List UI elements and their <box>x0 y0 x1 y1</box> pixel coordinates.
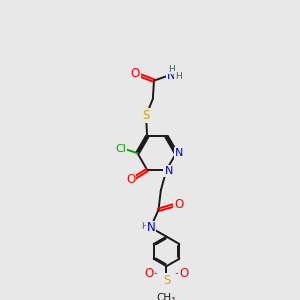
Text: S: S <box>142 110 150 122</box>
Text: O: O <box>126 172 135 185</box>
Text: CH₃: CH₃ <box>157 293 176 300</box>
Text: O: O <box>179 267 188 280</box>
Text: O: O <box>145 267 154 280</box>
Text: N: N <box>147 221 155 234</box>
Text: H: H <box>141 222 148 231</box>
Text: Cl: Cl <box>115 144 126 154</box>
Text: O: O <box>174 198 183 211</box>
Text: N: N <box>175 148 183 158</box>
Text: N: N <box>165 166 173 176</box>
Text: S: S <box>163 274 170 287</box>
Text: H: H <box>168 65 175 74</box>
Text: O: O <box>130 67 140 80</box>
Text: H: H <box>175 72 182 81</box>
Text: N: N <box>167 69 175 82</box>
